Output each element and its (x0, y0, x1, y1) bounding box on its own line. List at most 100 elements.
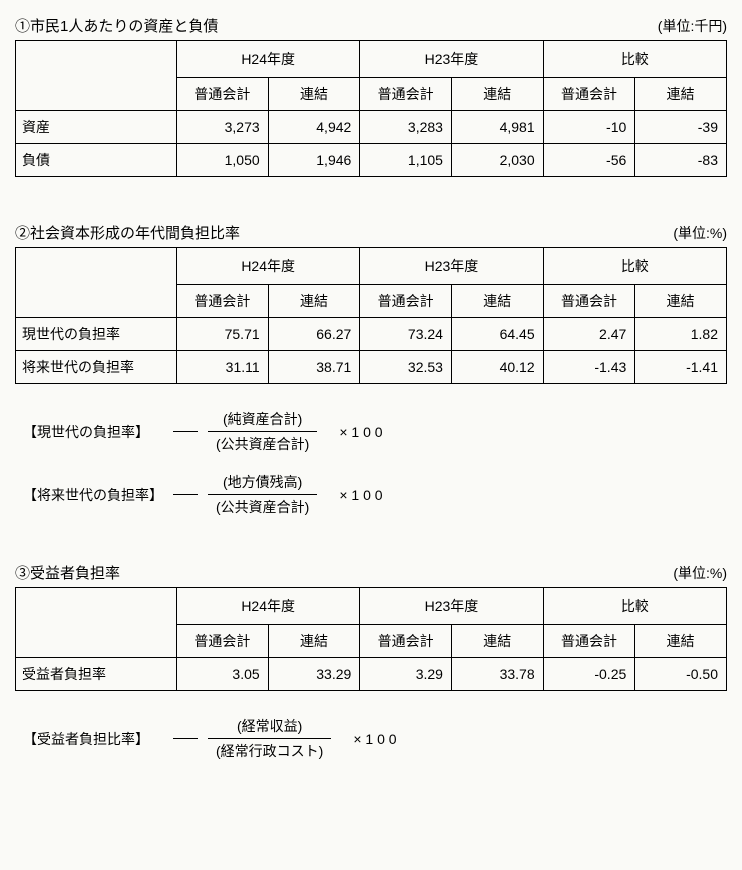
row-label: 現世代の負担率 (16, 318, 177, 351)
fraction-numerator: (純資産合計) (215, 409, 310, 431)
cell: 33.29 (268, 658, 360, 691)
section-beneficiary-burden: ③受益者負担率 (単位:%) H24年度 H23年度 比較 普通会計 連結 普通… (15, 562, 727, 761)
col-sub: 連結 (268, 285, 360, 318)
section-assets-liabilities: ①市民1人あたりの資産と負債 (単位:千円) H24年度 H23年度 比較 普通… (15, 15, 727, 177)
col-sub: 普通会計 (543, 285, 635, 318)
section-generational-burden: ②社会資本形成の年代間負担比率 (単位:%) H24年度 H23年度 比較 普通… (15, 222, 727, 517)
row-label: 受益者負担率 (16, 658, 177, 691)
col-group: H23年度 (360, 248, 543, 285)
formula-row: 【現世代の負担率】 (純資産合計) (公共資産合計) × 1 0 0 (23, 409, 727, 454)
col-group: 比較 (543, 41, 726, 78)
fraction: (経常収益) (経常行政コスト) (208, 716, 331, 761)
col-sub: 普通会計 (177, 78, 269, 111)
col-group: 比較 (543, 588, 726, 625)
cell: 2,030 (451, 144, 543, 177)
col-sub: 連結 (635, 78, 727, 111)
divider-line (173, 494, 198, 495)
cell: 1,105 (360, 144, 452, 177)
multiplier: × 1 0 0 (339, 487, 382, 503)
table-section3: H24年度 H23年度 比較 普通会計 連結 普通会計 連結 普通会計 連結 受… (15, 587, 727, 691)
cell: 2.47 (543, 318, 635, 351)
fraction-numerator: (地方債残高) (215, 472, 310, 494)
cell: -56 (543, 144, 635, 177)
col-group: H23年度 (360, 588, 543, 625)
cell: -1.41 (635, 351, 727, 384)
cell: 38.71 (268, 351, 360, 384)
table-section1: H24年度 H23年度 比較 普通会計 連結 普通会計 連結 普通会計 連結 資… (15, 40, 727, 177)
cell: 1.82 (635, 318, 727, 351)
col-sub: 連結 (451, 78, 543, 111)
cell: 32.53 (360, 351, 452, 384)
col-group: H24年度 (177, 248, 360, 285)
cell: 73.24 (360, 318, 452, 351)
cell: 33.78 (451, 658, 543, 691)
formula-label: 【現世代の負担率】 (23, 422, 173, 442)
table-row: 資産 3,273 4,942 3,283 4,981 -10 -39 (16, 111, 727, 144)
col-sub: 連結 (268, 625, 360, 658)
row-label: 将来世代の負担率 (16, 351, 177, 384)
cell: 3,273 (177, 111, 269, 144)
fraction-numerator: (経常収益) (229, 716, 310, 738)
col-sub: 普通会計 (360, 625, 452, 658)
cell: 66.27 (268, 318, 360, 351)
col-sub: 連結 (635, 285, 727, 318)
divider-line (173, 431, 198, 432)
cell: 3.29 (360, 658, 452, 691)
cell: -83 (635, 144, 727, 177)
section3-title: ③受益者負担率 (15, 562, 120, 583)
row-label: 負債 (16, 144, 177, 177)
formula-block-section2: 【現世代の負担率】 (純資産合計) (公共資産合計) × 1 0 0 【将来世代… (23, 409, 727, 517)
col-sub: 普通会計 (360, 78, 452, 111)
col-group: H23年度 (360, 41, 543, 78)
cell: -0.25 (543, 658, 635, 691)
col-sub: 普通会計 (177, 625, 269, 658)
cell: 4,981 (451, 111, 543, 144)
col-sub: 普通会計 (543, 625, 635, 658)
formula-label: 【将来世代の負担率】 (23, 485, 173, 505)
col-sub: 連結 (635, 625, 727, 658)
section2-unit: (単位:%) (673, 223, 727, 243)
formula-row: 【将来世代の負担率】 (地方債残高) (公共資産合計) × 1 0 0 (23, 472, 727, 517)
cell: 31.11 (177, 351, 269, 384)
table-row: 負債 1,050 1,946 1,105 2,030 -56 -83 (16, 144, 727, 177)
cell: 64.45 (451, 318, 543, 351)
section2-title: ②社会資本形成の年代間負担比率 (15, 222, 240, 243)
col-sub: 連結 (451, 285, 543, 318)
cell: 75.71 (177, 318, 269, 351)
cell: 4,942 (268, 111, 360, 144)
cell: -10 (543, 111, 635, 144)
fraction-denominator: (公共資産合計) (208, 431, 317, 454)
col-group: H24年度 (177, 588, 360, 625)
table-section2: H24年度 H23年度 比較 普通会計 連結 普通会計 連結 普通会計 連結 現… (15, 247, 727, 384)
formula-row: 【受益者負担比率】 (経常収益) (経常行政コスト) × 1 0 0 (23, 716, 727, 761)
section3-unit: (単位:%) (673, 563, 727, 583)
col-group: H24年度 (177, 41, 360, 78)
section1-unit: (単位:千円) (658, 16, 727, 36)
multiplier: × 1 0 0 (353, 731, 396, 747)
section1-title: ①市民1人あたりの資産と負債 (15, 15, 218, 36)
table-row: 受益者負担率 3.05 33.29 3.29 33.78 -0.25 -0.50 (16, 658, 727, 691)
formula-label: 【受益者負担比率】 (23, 729, 173, 749)
fraction: (純資産合計) (公共資産合計) (208, 409, 317, 454)
cell: 1,946 (268, 144, 360, 177)
col-sub: 普通会計 (360, 285, 452, 318)
cell: 3,283 (360, 111, 452, 144)
formula-block-section3: 【受益者負担比率】 (経常収益) (経常行政コスト) × 1 0 0 (23, 716, 727, 761)
col-sub: 連結 (268, 78, 360, 111)
cell: 1,050 (177, 144, 269, 177)
cell: -39 (635, 111, 727, 144)
cell: 3.05 (177, 658, 269, 691)
table-row: 現世代の負担率 75.71 66.27 73.24 64.45 2.47 1.8… (16, 318, 727, 351)
cell: 40.12 (451, 351, 543, 384)
cell: -0.50 (635, 658, 727, 691)
col-group: 比較 (543, 248, 726, 285)
fraction: (地方債残高) (公共資産合計) (208, 472, 317, 517)
col-sub: 連結 (451, 625, 543, 658)
col-sub: 普通会計 (543, 78, 635, 111)
divider-line (173, 738, 198, 739)
multiplier: × 1 0 0 (339, 424, 382, 440)
row-label: 資産 (16, 111, 177, 144)
fraction-denominator: (公共資産合計) (208, 494, 317, 517)
table-row: 将来世代の負担率 31.11 38.71 32.53 40.12 -1.43 -… (16, 351, 727, 384)
col-sub: 普通会計 (177, 285, 269, 318)
